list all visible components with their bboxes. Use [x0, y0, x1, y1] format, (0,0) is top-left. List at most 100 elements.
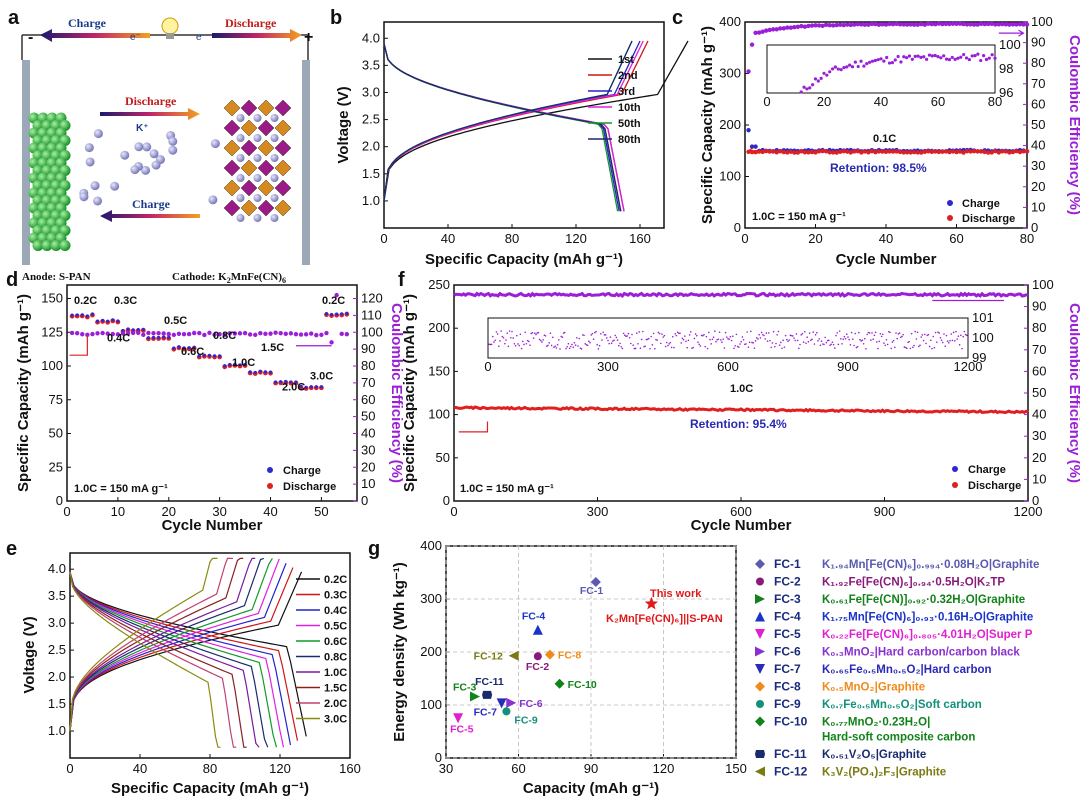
point-fc-8	[544, 649, 555, 660]
discharge-point	[876, 149, 882, 154]
ce-point	[309, 331, 314, 336]
inset-ce-point	[942, 341, 944, 344]
ce-point	[161, 331, 166, 336]
ce-point	[1000, 21, 1005, 27]
x-tick-label: 40	[263, 504, 277, 519]
inset-ce-point	[620, 346, 622, 348]
ion-label: K⁺	[136, 123, 149, 134]
y2-tick-label: 20	[361, 459, 375, 474]
cathode-crystal-structure	[223, 99, 292, 222]
inset-ce-point	[871, 332, 873, 334]
inset-ce-point	[723, 347, 726, 349]
discharge-point	[880, 149, 885, 154]
y2-tick-label: 80	[361, 358, 375, 373]
inset-x-tick-label: 600	[717, 359, 739, 374]
inset-ce-point	[824, 336, 826, 339]
inset-ce-point	[543, 334, 546, 336]
inset-ce-point	[552, 336, 554, 339]
ce-point	[288, 331, 294, 336]
inset-ce-point	[847, 336, 849, 338]
panel-c-retention: Retention: 98.5%	[830, 161, 927, 175]
discharge-arrow-mid	[100, 108, 200, 120]
charge-point	[177, 345, 181, 349]
x-tick-label: 160	[339, 761, 361, 776]
y2-tick-label: 90	[361, 341, 375, 356]
electron-left: e⁻	[130, 32, 141, 43]
y-tick-label: 400	[420, 538, 442, 553]
inset-ce-point	[805, 342, 807, 344]
inset-ce-point	[686, 346, 688, 349]
y-tick-label: 0	[56, 493, 63, 508]
ce-point	[753, 30, 758, 35]
charge-point	[218, 354, 222, 358]
discharge-curve-0.5C	[69, 571, 285, 748]
y2-tick-label: 30	[1032, 428, 1046, 443]
panel-d-rate-labels: 0.2C 0.3C 0.4C 0.5C 0.6C 0.8C 1.0C 1.5C 2.0C 3.0C…	[74, 295, 345, 393]
anode-label: Anode: S-PAN	[22, 271, 91, 283]
panel-c-rate: 0.1C	[873, 133, 896, 145]
ce-point	[227, 331, 233, 336]
inset-ce-point	[916, 54, 920, 58]
crystal-k-ion	[236, 214, 245, 222]
discharge-arrow-top	[212, 29, 302, 42]
discharge-point	[978, 149, 984, 154]
charge-point	[228, 362, 232, 367]
charge-curve-80th	[383, 40, 633, 201]
inset-ce-point	[921, 334, 924, 336]
inset-ce-point	[736, 345, 739, 348]
inset-ce-point	[774, 345, 776, 348]
discharge-point	[890, 149, 896, 154]
ce-point	[268, 331, 273, 336]
inset-ce-point	[644, 345, 646, 348]
inset-ce-point	[608, 342, 610, 345]
legend-formula: K₁.₇₅Mn[Fe(CN)₆]₀.₉₃·0.16H₂O|Graphite	[822, 612, 1033, 624]
inset-ce-point	[610, 342, 613, 345]
discharge-point	[837, 149, 843, 154]
inset-x-tick-label: 900	[837, 359, 859, 374]
crystal-octahedron	[274, 99, 292, 117]
charge-point	[212, 354, 217, 358]
discharge-point	[986, 150, 991, 155]
ce-point	[929, 21, 935, 27]
crystal-k-ion	[253, 174, 262, 182]
discharge-point	[834, 150, 839, 155]
inset-ce-point	[634, 347, 637, 350]
inset-ce-point	[714, 330, 716, 333]
point-label: FC-12	[474, 651, 503, 663]
inset-ce-point	[674, 333, 676, 335]
x-tick-label: 0	[63, 504, 70, 519]
legend-label: 2.0C	[324, 698, 347, 710]
charge-point	[753, 144, 758, 149]
y2-tick-label: 10	[361, 476, 375, 491]
charge-point	[319, 385, 323, 389]
legend-marker-fc-7	[755, 664, 765, 674]
y-tick-label: 3.5	[362, 57, 380, 72]
inset-ce-point	[576, 336, 578, 339]
inset-ce-point	[681, 337, 684, 340]
inset-ce-point	[609, 336, 612, 338]
crystal-octahedron	[274, 119, 292, 137]
inset-ce-point	[712, 336, 715, 339]
inset-ce-point	[787, 340, 789, 343]
inset-ce-point	[834, 347, 836, 349]
charge-point	[172, 346, 176, 350]
inset-ce-point	[813, 77, 818, 81]
legend-id: FC-9	[774, 697, 801, 711]
ce-point	[901, 22, 906, 27]
inset-ce-point	[816, 331, 818, 334]
inset-ce-point	[919, 344, 921, 347]
inset-ce-point	[680, 342, 682, 344]
charge-point	[85, 314, 89, 318]
inset-ce-point	[784, 334, 787, 337]
inset-ce-point	[724, 331, 727, 334]
ce-point	[181, 332, 187, 337]
y-tick-label: 2.0	[48, 669, 66, 684]
ce-point	[785, 25, 790, 30]
inset-ce-point	[790, 334, 793, 337]
panel-e-ylabel: Voltage (V)	[21, 616, 38, 693]
inset-ce-point	[526, 339, 529, 342]
legend-label: 0.3C	[324, 590, 347, 602]
inset-ce-point	[511, 330, 513, 333]
ce-point	[873, 21, 878, 27]
discharge-label-mid: Discharge	[125, 94, 177, 108]
